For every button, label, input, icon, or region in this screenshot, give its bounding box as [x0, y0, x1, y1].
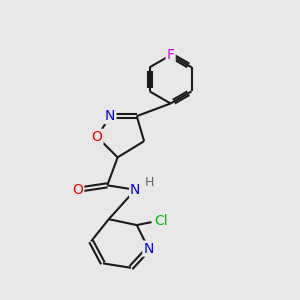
Text: H: H	[145, 176, 154, 189]
Text: Cl: Cl	[154, 214, 168, 228]
Text: O: O	[92, 130, 102, 144]
Text: N: N	[130, 183, 140, 197]
Text: O: O	[72, 183, 83, 197]
Text: N: N	[143, 242, 154, 256]
Text: N: N	[105, 109, 116, 123]
Text: F: F	[167, 48, 175, 62]
